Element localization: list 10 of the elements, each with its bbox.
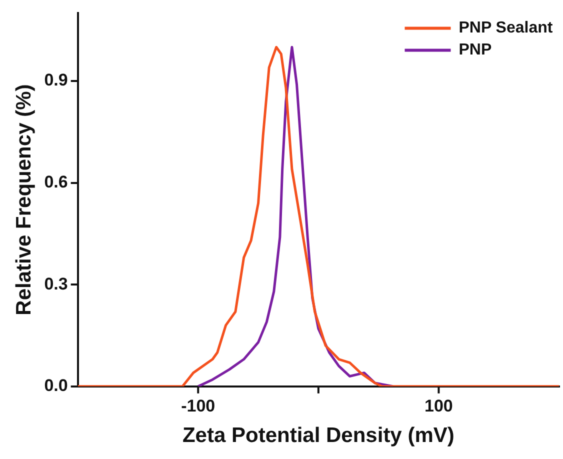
legend-label: PNP Sealant (458, 20, 554, 37)
y-axis-title: Relative Frequency (%) (12, 84, 36, 316)
y-tick-label: 0.9 (44, 70, 68, 90)
x-tick-label: -100 (181, 396, 216, 416)
y-tick-label: 0.3 (44, 274, 68, 294)
y-tick-label: 0.6 (44, 172, 68, 192)
x-axis-title: Zeta Potential Density (mV) (182, 424, 454, 448)
legend-label: PNP (458, 42, 492, 59)
y-tick-label: 0.0 (44, 376, 68, 396)
x-tick-label: 100 (424, 396, 453, 416)
